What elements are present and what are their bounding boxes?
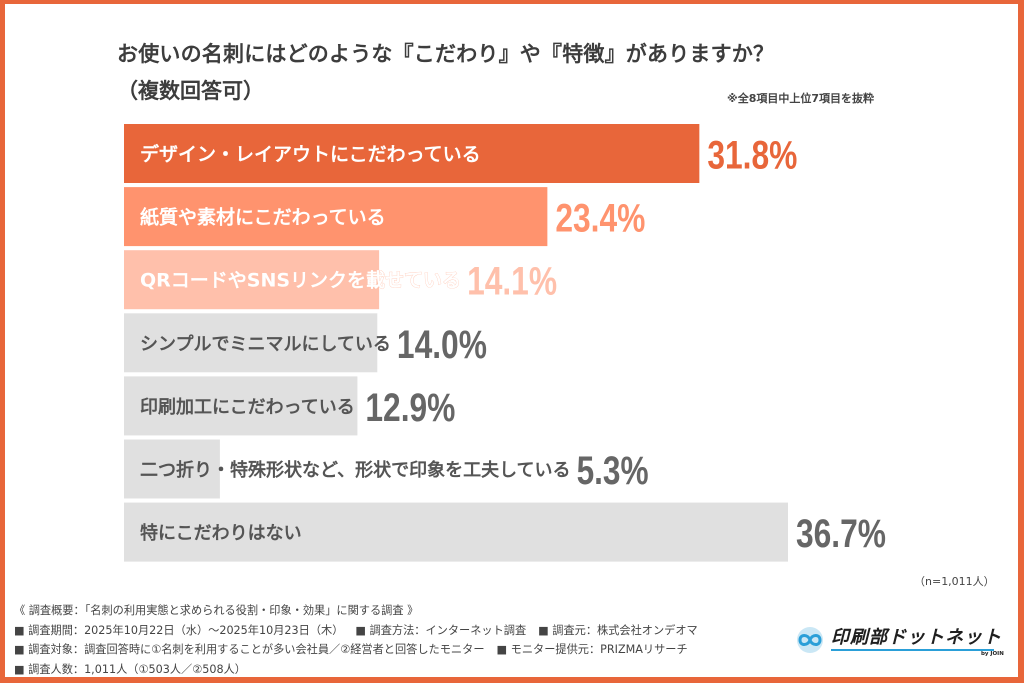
value-label: 14.1%: [467, 260, 557, 304]
survey-summary: 《 調査概要：「名刺の利用実態と求められる役割・印象・効果」に関する調査 》 ■…: [14, 601, 710, 679]
bar: [124, 376, 358, 436]
value-label: 12.9%: [365, 386, 455, 430]
value-label: 36.7%: [796, 512, 886, 556]
value-label: 14.0%: [397, 323, 487, 367]
category-label: 特にこだわりはない: [140, 522, 302, 544]
value-label: 5.3%: [577, 449, 649, 493]
bar-group: シンプルでミニマルにしている: [124, 313, 391, 373]
infinity-logo-icon: [797, 627, 823, 653]
survey-period: ■ 調査期間：2025年10月22日（水）～2025年10月23日（木）: [14, 623, 344, 637]
bar: [124, 502, 788, 562]
bar-group: 紙質や素材にこだわっている: [124, 187, 548, 247]
category-label: デザイン・レイアウトにこだわっている: [140, 143, 481, 166]
survey-target: ■ 調査対象：調査回答時に①名刺を利用することが多い会社員／②経営者と回答したモ…: [14, 643, 485, 656]
bar-group: 印刷加工にこだわっている: [124, 376, 358, 436]
survey-source: ■ 調査元：株式会社オンデオマ: [538, 623, 698, 637]
logo-text: 印刷部ドットネット: [831, 627, 1002, 648]
bar: [124, 250, 380, 310]
logo-by-join: by JOIN: [981, 651, 1004, 657]
survey-row-2: ■ 調査対象：調査回答時に①名刺を利用することが多い会社員／②経営者と回答したモ…: [14, 640, 710, 660]
chart-note: ※全8項目中上位7項目を抜粋: [727, 92, 875, 105]
bar-group: 特にこだわりはない: [124, 502, 788, 562]
value-label: 31.8%: [707, 134, 797, 178]
category-label: 二つ折り・特殊形状など、形状で印象を工夫している: [140, 459, 571, 481]
chart-title: お使いの名刺にはどのような『こだわり』や『特徴』がありますか？: [117, 42, 775, 66]
category-label: 紙質や素材にこだわっている: [140, 206, 386, 229]
category-label: 印刷加工にこだわっている: [140, 397, 355, 418]
survey-count: ■ 調査人数：1,011人（①503人／②508人）: [14, 662, 246, 676]
category-label: シンプルでミニマルにしている: [140, 333, 391, 355]
bar: [124, 124, 700, 183]
chart-subtitle: （複数回答可）: [117, 79, 264, 103]
survey-provider: ■ モニター提供元：PRIZMAリサーチ: [496, 643, 688, 656]
survey-summary-title: 《 調査概要：「名刺の利用実態と求められる役割・印象・効果」に関する調査 》: [14, 604, 419, 617]
bar: [124, 187, 548, 247]
bar: [124, 313, 378, 373]
bar: [124, 439, 220, 499]
bar-group: 二つ折り・特殊形状など、形状で印象を工夫している: [124, 439, 571, 499]
survey-row-3: ■ 調査人数：1,011人（①503人／②508人）: [14, 660, 710, 680]
bar-group: QRコードやSNSリンクを載せている: [124, 250, 461, 310]
logo-underline: [831, 649, 994, 651]
bar-group: デザイン・レイアウトにこだわっている: [124, 124, 700, 183]
survey-method: ■ 調査方法：インターネット調査: [355, 623, 527, 637]
sample-size-label: （n=1,011人）: [914, 575, 995, 588]
value-label: 23.4%: [555, 197, 645, 241]
category-label: QRコードやSNSリンクを載せている: [140, 269, 461, 292]
survey-row-1: ■ 調査期間：2025年10月22日（水）～2025年10月23日（木） ■ 調査…: [14, 621, 710, 641]
brand-logo: 印刷部ドットネット by JOIN: [795, 621, 1010, 661]
